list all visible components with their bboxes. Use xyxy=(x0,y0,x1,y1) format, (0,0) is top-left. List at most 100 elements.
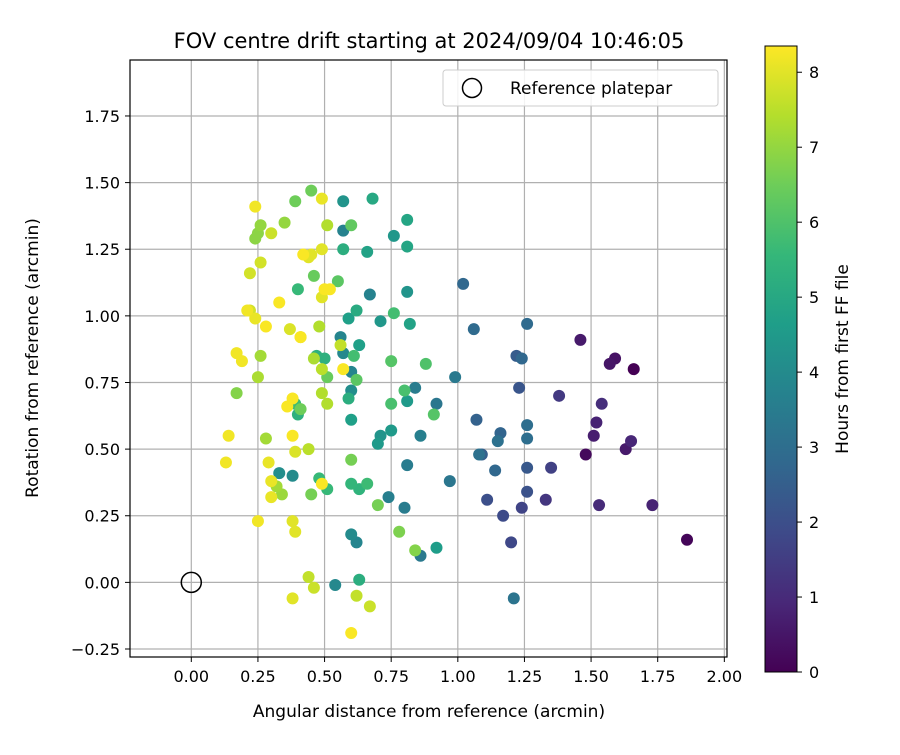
colorbar-tick-label: 7 xyxy=(809,138,819,157)
scatter-point xyxy=(331,275,344,288)
chart-title: FOV centre drift starting at 2024/09/04 … xyxy=(174,29,685,53)
scatter-point xyxy=(382,491,395,504)
colorbar-tick-label: 1 xyxy=(809,588,819,607)
scatter-point xyxy=(513,381,526,394)
scatter-point xyxy=(401,240,414,253)
scatter-point xyxy=(470,413,483,426)
scatter-point xyxy=(403,317,416,330)
scatter-point xyxy=(345,477,358,490)
y-tick-label: 1.00 xyxy=(84,307,120,326)
plot-frame xyxy=(129,59,728,658)
scatter-point xyxy=(345,528,358,541)
grid-lines xyxy=(130,60,727,657)
scatter-point xyxy=(366,192,379,205)
y-tick-label: 1.50 xyxy=(84,174,120,193)
x-tick-label: 1.50 xyxy=(573,667,609,686)
scatter-point xyxy=(409,381,422,394)
scatter-point xyxy=(414,429,427,442)
scatter-point xyxy=(515,352,528,365)
colorbar-tick-label: 3 xyxy=(809,438,819,457)
scatter-point xyxy=(273,296,286,309)
scatter-point xyxy=(350,373,363,386)
y-tick-label: 0.00 xyxy=(84,573,120,592)
x-tick-label: 0.00 xyxy=(173,667,209,686)
scatter-point xyxy=(315,477,328,490)
scatter-point xyxy=(481,493,494,506)
scatter-point xyxy=(302,443,315,456)
x-tick-label: 2.00 xyxy=(707,667,743,686)
legend: Reference platepar xyxy=(442,69,719,107)
scatter-point xyxy=(265,491,278,504)
scatter-point xyxy=(401,213,414,226)
scatter-point xyxy=(342,312,355,325)
scatter-point xyxy=(313,320,326,333)
colorbar-label: Hours from first FF file xyxy=(833,264,853,454)
scatter-point xyxy=(401,395,414,408)
x-tick-label: 1.75 xyxy=(640,667,676,686)
scatter-point xyxy=(243,267,256,280)
scatter-point xyxy=(262,456,275,469)
scatter-point xyxy=(353,339,366,352)
scatter-point xyxy=(646,499,659,512)
scatter-point xyxy=(273,467,286,480)
scatter-point xyxy=(278,216,291,229)
scatter-point xyxy=(353,573,366,586)
scatter-point xyxy=(427,408,440,421)
scatter-point xyxy=(345,413,358,426)
x-tick-label: 1.00 xyxy=(440,667,476,686)
scatter-point xyxy=(283,323,296,336)
scatter-point xyxy=(289,195,302,208)
scatter-point xyxy=(222,429,235,442)
scatter-point xyxy=(307,581,320,594)
scatter-point xyxy=(419,357,432,370)
scatter-point xyxy=(489,464,502,477)
scatter-point xyxy=(593,499,606,512)
scatter-point xyxy=(254,256,267,269)
scatter-point xyxy=(294,403,307,416)
x-tick-label: 1.25 xyxy=(507,667,543,686)
scatter-point xyxy=(595,397,608,410)
y-tick-label: 0.25 xyxy=(84,507,120,526)
scatter-point xyxy=(457,277,470,290)
scatter-point xyxy=(286,515,299,528)
scatter-point xyxy=(347,349,360,362)
scatter-point xyxy=(289,445,302,458)
scatter-point xyxy=(401,459,414,472)
scatter-point xyxy=(334,339,347,352)
x-axis-ticks: 0.00 0.25 0.50 0.75 1.00 1.25 1.50 1.75 2.00 xyxy=(173,657,742,686)
scatter-point xyxy=(363,288,376,301)
reference-marker-layer xyxy=(180,571,203,594)
y-axis-label: Rotation from reference (arcmin) xyxy=(23,218,43,498)
legend-open-circle-icon xyxy=(461,77,483,99)
scatter-point xyxy=(305,488,318,501)
scatter-point xyxy=(249,232,262,245)
colorbar-tick-label: 5 xyxy=(809,288,819,307)
x-axis-label: Angular distance from reference (arcmin) xyxy=(253,702,605,722)
colorbar-tick-label: 8 xyxy=(809,63,819,82)
scatter-point xyxy=(385,424,398,437)
scatter-point xyxy=(398,384,411,397)
scatter-point xyxy=(361,477,374,490)
scatter-point xyxy=(587,429,600,442)
scatter-point xyxy=(265,475,278,488)
scatter-point xyxy=(307,352,320,365)
scatter-point xyxy=(291,283,304,296)
scatter-point xyxy=(521,461,534,474)
scatter-point xyxy=(497,509,510,522)
scatter-point xyxy=(329,579,342,592)
colorbar-ticks: 0 1 2 3 4 5 6 7 8 xyxy=(797,63,819,682)
scatter-point xyxy=(625,435,638,448)
scatter-point xyxy=(230,347,243,360)
scatter-point xyxy=(305,184,318,197)
scatter-point xyxy=(307,269,320,282)
scatter-points xyxy=(219,184,694,640)
scatter-point xyxy=(265,227,278,240)
colorbar: 0 1 2 3 4 5 6 7 8 Hours from first FF file xyxy=(764,45,853,682)
scatter-point xyxy=(251,515,264,528)
scatter-point xyxy=(363,600,376,613)
scatter-point xyxy=(539,493,552,506)
colorbar-tick-label: 4 xyxy=(809,363,819,382)
scatter-point xyxy=(259,432,272,445)
scatter-point xyxy=(387,307,400,320)
